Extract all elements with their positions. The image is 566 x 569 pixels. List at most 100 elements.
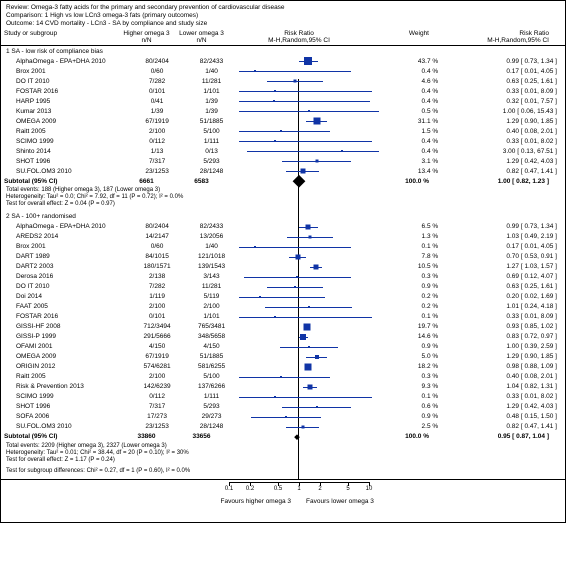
ci-line — [239, 101, 371, 102]
axis-label-right: Favours lower omega 3 — [306, 498, 374, 505]
study-row: GISSI-P 1999 291/5666 348/5658 14.6 % 0.… — [1, 332, 565, 342]
subtotal-weight: 100.0 % — [369, 433, 429, 440]
cell-lower: 765/3481 — [184, 323, 238, 330]
cell-lower: 5/293 — [184, 158, 238, 165]
cell-higher: 80/2404 — [130, 58, 184, 65]
cell-weight: 0.6 % — [379, 403, 438, 410]
cell-rr: 1.00 [ 0.39, 2.59 ] — [438, 343, 562, 350]
point-estimate-box — [308, 110, 310, 112]
subtotal-lower: 6583 — [174, 178, 229, 185]
cell-weight: 18.2 % — [379, 363, 438, 370]
cell-rr: 0.63 [ 0.25, 1.61 ] — [438, 283, 562, 290]
cell-lower: 1/39 — [184, 98, 238, 105]
cell-rr: 1.29 [ 0.90, 1.85 ] — [438, 118, 562, 125]
ci-plot — [239, 156, 379, 166]
ci-line — [239, 131, 330, 132]
cell-rr: 0.63 [ 0.25, 1.61 ] — [438, 78, 562, 85]
cell-higher: 1/39 — [130, 108, 184, 115]
subtotal-label: Subtotal (95% CI) — [4, 178, 119, 185]
study-row: SCIMO 1999 0/112 1/111 0.1 % 0.33 [ 0.01… — [1, 392, 565, 402]
col-lower: Lower omega 3 n/N — [174, 30, 229, 44]
ci-plot — [239, 272, 379, 282]
ci-plot — [239, 402, 379, 412]
cell-rr: 1.01 [ 0.24, 4.18 ] — [438, 303, 562, 310]
ci-line — [239, 317, 373, 318]
point-estimate-box — [307, 385, 312, 390]
cell-weight: 0.9 % — [379, 283, 438, 290]
cell-weight: 14.6 % — [379, 333, 438, 340]
cell-rr: 0.48 [ 0.15, 1.50 ] — [438, 413, 562, 420]
cell-weight: 4.6 % — [379, 78, 438, 85]
point-estimate-box — [314, 265, 319, 270]
point-estimate-box — [296, 276, 298, 278]
forest-body: 1 SA - low risk of compliance bias Alpha… — [1, 46, 565, 474]
study-row: Raitt 2005 2/100 5/100 0.3 % 0.40 [ 0.08… — [1, 372, 565, 382]
study-name: Brox 2001 — [4, 243, 130, 250]
axis-tick-label: 10 — [366, 486, 373, 492]
study-name: Derosa 2016 — [4, 273, 130, 280]
cell-lower: 13/2056 — [184, 233, 238, 240]
ci-line — [239, 377, 330, 378]
study-name: FAAT 2005 — [4, 303, 130, 310]
study-name: ORIGIN 2012 — [4, 363, 130, 370]
ci-plot — [239, 86, 379, 96]
study-name: AlphaOmega - EPA+DHA 2010 — [4, 223, 130, 230]
ci-plot — [239, 372, 379, 382]
cell-higher: 67/1919 — [130, 118, 184, 125]
cell-lower: 1/101 — [184, 313, 238, 320]
cell-higher: 7/317 — [130, 158, 184, 165]
subtotal-higher: 6661 — [119, 178, 174, 185]
point-estimate-box — [308, 236, 311, 239]
study-row: SHOT 1996 7/317 5/293 3.1 % 1.29 [ 0.42,… — [1, 156, 565, 166]
cell-weight: 2.5 % — [379, 423, 438, 430]
study-name: DO IT 2010 — [4, 78, 130, 85]
axis-tick-label: 2 — [318, 486, 321, 492]
cell-rr: 0.82 [ 0.47, 1.41 ] — [438, 423, 562, 430]
cell-rr: 0.82 [ 0.47, 1.41 ] — [438, 168, 562, 175]
study-name: FOSTAR 2016 — [4, 88, 130, 95]
group-title: 2 SA - 100+ randomised — [4, 213, 76, 220]
point-estimate-box — [274, 316, 276, 318]
point-estimate-box — [293, 80, 296, 83]
cell-rr: 0.40 [ 0.08, 2.01 ] — [438, 373, 562, 380]
point-estimate-box — [259, 296, 261, 298]
ci-plot — [239, 422, 379, 432]
study-row: SCIMO 1999 0/112 1/111 0.4 % 0.33 [ 0.01… — [1, 136, 565, 146]
cell-lower: 5/119 — [184, 293, 238, 300]
point-estimate-box — [295, 255, 300, 260]
cell-weight: 0.5 % — [379, 108, 438, 115]
subtotal-plot — [229, 176, 369, 186]
study-name: SOFA 2006 — [4, 413, 130, 420]
study-row: SU.FOL.OM3 2010 23/1253 28/1248 2.5 % 0.… — [1, 422, 565, 432]
cell-rr: 0.33 [ 0.01, 8.09 ] — [438, 88, 562, 95]
ci-plot — [239, 412, 379, 422]
cell-rr: 0.33 [ 0.01, 8.02 ] — [438, 393, 562, 400]
bottom-divider — [1, 479, 565, 480]
study-row: AREDS2 2014 14/2147 13/2056 1.3 % 1.03 [… — [1, 232, 565, 242]
cell-higher: 84/1015 — [130, 253, 184, 260]
point-estimate-box — [308, 346, 310, 348]
group-title: 1 SA - low risk of compliance bias — [4, 48, 103, 55]
point-estimate-box — [300, 334, 306, 340]
axis-tick-label: 0.2 — [246, 486, 254, 492]
study-name: SHOT 1996 — [4, 403, 130, 410]
ci-plot — [239, 332, 379, 342]
ci-plot — [239, 56, 379, 66]
cell-higher: 180/1571 — [130, 263, 184, 270]
cell-lower: 1/39 — [184, 108, 238, 115]
cell-higher: 0/60 — [130, 68, 184, 75]
study-name: AlphaOmega - EPA+DHA 2010 — [4, 58, 130, 65]
ci-plot — [239, 106, 379, 116]
cell-rr: 3.00 [ 0.13, 67.51 ] — [438, 148, 562, 155]
subtotal-rr: 0.95 [ 0.87, 1.04 ] — [429, 433, 554, 440]
cell-rr: 0.33 [ 0.01, 8.02 ] — [438, 138, 562, 145]
cell-lower: 51/1885 — [184, 118, 238, 125]
ci-plot — [239, 302, 379, 312]
subtotal-row: Subtotal (95% CI) 33860 33656 100.0 % 0.… — [1, 432, 565, 442]
study-name: Brox 2001 — [4, 68, 130, 75]
cell-lower: 11/281 — [184, 78, 238, 85]
point-estimate-box — [313, 118, 320, 125]
point-estimate-box — [254, 246, 256, 248]
cell-weight: 0.1 % — [379, 243, 438, 250]
cell-higher: 0/60 — [130, 243, 184, 250]
